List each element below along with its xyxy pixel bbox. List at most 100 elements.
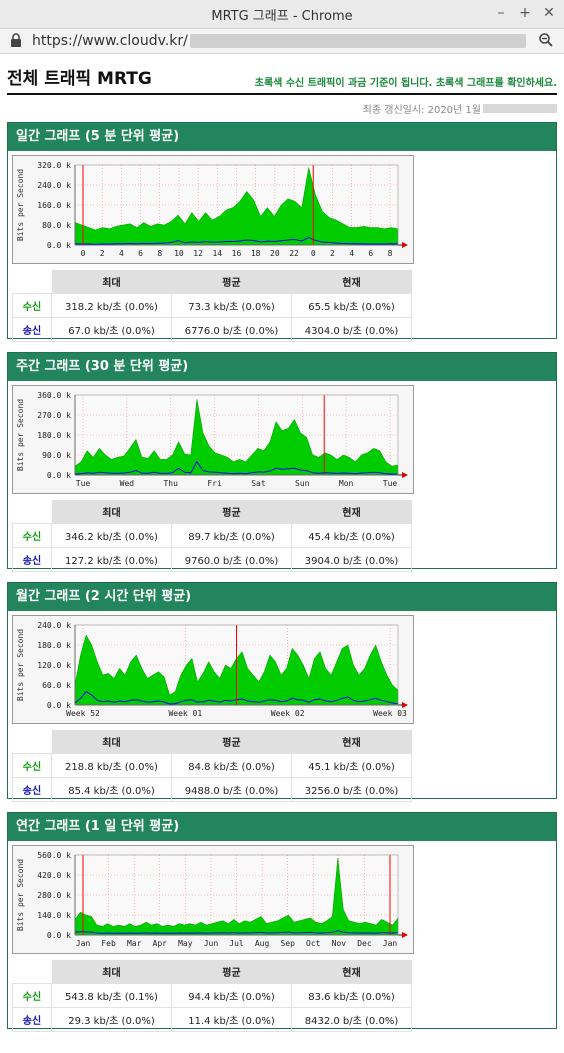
x-tick-label: 16 [232,249,242,258]
x-axis-arrow [402,242,408,248]
stats-header-max: 최대 [51,960,172,984]
graph-section: 연간 그래프 (1 일 단위 평균) Bits per Second 560.0 … [7,812,557,1032]
stats-header-avg: 평균 [171,270,292,294]
zoom-icon[interactable] [538,32,554,52]
y-tick-label: 280.0 k [37,891,71,900]
window-title: MRTG 그래프 - Chrome [211,8,353,24]
stats-out-cur: 3256.0 b/초 (0.0%) [291,777,412,802]
y-tick-label: 560.0 k [37,851,71,860]
stats-header-row: 최대 평균 현재 [12,500,412,524]
address-bar[interactable]: https://www.cloudv.kr/ [0,29,564,54]
stats-out-max: 127.2 kb/초 (0.0%) [51,547,172,572]
x-tick-label: 8 [157,249,162,258]
x-tick-label: Mar [127,939,142,948]
x-tick-label: Aug [255,939,270,948]
stats-label-in: 수신 [12,983,52,1008]
traffic-chart-svg: Bits per Second 360.0 k 270.0 k 180.0 k 90.0… [16,391,408,488]
x-tick-label: 20 [270,249,280,258]
x-tick-label: Week 01 [168,709,202,718]
x-tick-label: 12 [193,249,203,258]
y-tick-label: 320.0 k [37,161,71,170]
stats-header-avg: 평균 [171,730,292,754]
y-tick-label: 180.0 k [37,431,71,440]
stats-label-out: 송신 [12,547,52,572]
x-tick-label: 10 [174,249,184,258]
traffic-graph: Bits per Second 320.0 k 240.0 k 160.0 k 80.0… [12,155,414,264]
stats-header-cur: 현재 [291,270,412,294]
x-tick-label: Week 03 [373,709,407,718]
inbound-area [74,167,399,246]
stats-corner [12,960,52,984]
x-tick-label: 14 [212,249,222,258]
traffic-chart-svg: Bits per Second 560.0 k 420.0 k 280.0 k 140.… [16,851,408,948]
x-tick-label: Mon [339,479,354,488]
stats-label-out: 송신 [12,317,52,342]
stats-out-max: 67.0 kb/초 (0.0%) [51,317,172,342]
x-axis-arrow [402,932,408,938]
stats-corner [12,500,52,524]
section-title: 연간 그래프 (1 일 단위 평균) [8,813,556,841]
x-tick-label: Thu [163,479,178,488]
y-tick-label: 140.0 k [37,911,71,920]
traffic-chart-svg: Bits per Second 240.0 k 180.0 k 120.0 k 60.0… [16,621,408,718]
x-tick-label: Apr [153,939,168,948]
stats-table: 최대 평균 현재 수신 346.2 kb/초 (0.0%) 89.7 kb/초 … [12,500,412,572]
last-updated-text: 최종 갱신일시: 2020년 1월 [362,105,481,116]
y-tick-label: 240.0 k [37,181,71,190]
stats-header-cur: 현재 [291,500,412,524]
stats-header-max: 최대 [51,500,172,524]
x-tick-label: Oct [306,939,321,948]
minimize-icon[interactable]: – [497,5,505,21]
maximize-icon[interactable]: + [519,5,531,21]
outbound-line [74,460,398,475]
stats-header-cur: 현재 [291,960,412,984]
y-tick-label: 120.0 k [37,661,71,670]
x-tick-label: Jul [229,939,244,948]
stats-out-avg: 11.4 kb/초 (0.0%) [171,1007,292,1032]
y-tick-label: 0.0 k [47,931,71,940]
stats-in-max: 218.8 kb/초 (0.0%) [51,753,172,778]
y-axis-label: Bits per Second [16,859,25,931]
stats-row-out: 송신 29.3 kb/초 (0.0%) 11.4 kb/초 (0.0%) 843… [12,1007,412,1032]
x-tick-label: Dec [357,939,372,948]
stats-header-max: 최대 [51,730,172,754]
traffic-graph: Bits per Second 560.0 k 420.0 k 280.0 k 140.… [12,845,414,954]
title-bar: MRTG 그래프 - Chrome – + ✕ [0,0,564,29]
x-tick-label: Sat [251,479,266,488]
stats-corner [12,730,52,754]
stats-out-avg: 6776.0 b/초 (0.0%) [171,317,292,342]
section-title: 주간 그래프 (30 분 단위 평균) [8,353,556,381]
stats-row-out: 송신 127.2 kb/초 (0.0%) 9760.0 b/초 (0.0%) 3… [12,547,412,572]
x-tick-label: Wed [120,479,135,488]
stats-out-max: 29.3 kb/초 (0.0%) [51,1007,172,1032]
stats-out-cur: 3904.0 b/초 (0.0%) [291,547,412,572]
x-axis-arrow [402,472,408,478]
stats-label-out: 송신 [12,777,52,802]
stats-row-in: 수신 218.8 kb/초 (0.0%) 84.8 kb/초 (0.0%) 45… [12,753,412,778]
billing-note: 초록색 수신 트래픽이 과금 기준이 됩니다. 초록색 그래프를 확인하세요. [254,78,557,89]
x-tick-label: Sun [295,479,310,488]
close-icon[interactable]: ✕ [543,5,555,21]
inbound-area [74,399,399,476]
graph-section: 일간 그래프 (5 분 단위 평균) Bits per Second 320.0 … [7,122,557,342]
y-tick-label: 0.0 k [47,241,71,250]
y-axis-label: Bits per Second [16,399,25,471]
x-tick-label: 4 [349,249,354,258]
stats-label-in: 수신 [12,753,52,778]
x-tick-label: Jan [76,939,91,948]
plot-border [74,624,399,706]
stats-header-row: 최대 평균 현재 [12,270,412,294]
x-tick-label: Nov [332,939,347,948]
stats-in-max: 346.2 kb/초 (0.0%) [51,523,172,548]
x-tick-label: 6 [138,249,143,258]
section-title: 일간 그래프 (5 분 단위 평균) [8,123,556,151]
x-tick-label: 0 [311,249,316,258]
url-redaction [189,34,526,48]
url-text[interactable]: https://www.cloudv.kr/ [32,33,188,49]
stats-table: 최대 평균 현재 수신 318.2 kb/초 (0.0%) 73.3 kb/초 … [12,270,412,342]
stats-out-avg: 9488.0 b/초 (0.0%) [171,777,292,802]
plot-border [74,164,399,246]
x-tick-label: Jun [204,939,219,948]
outbound-line [74,236,399,245]
